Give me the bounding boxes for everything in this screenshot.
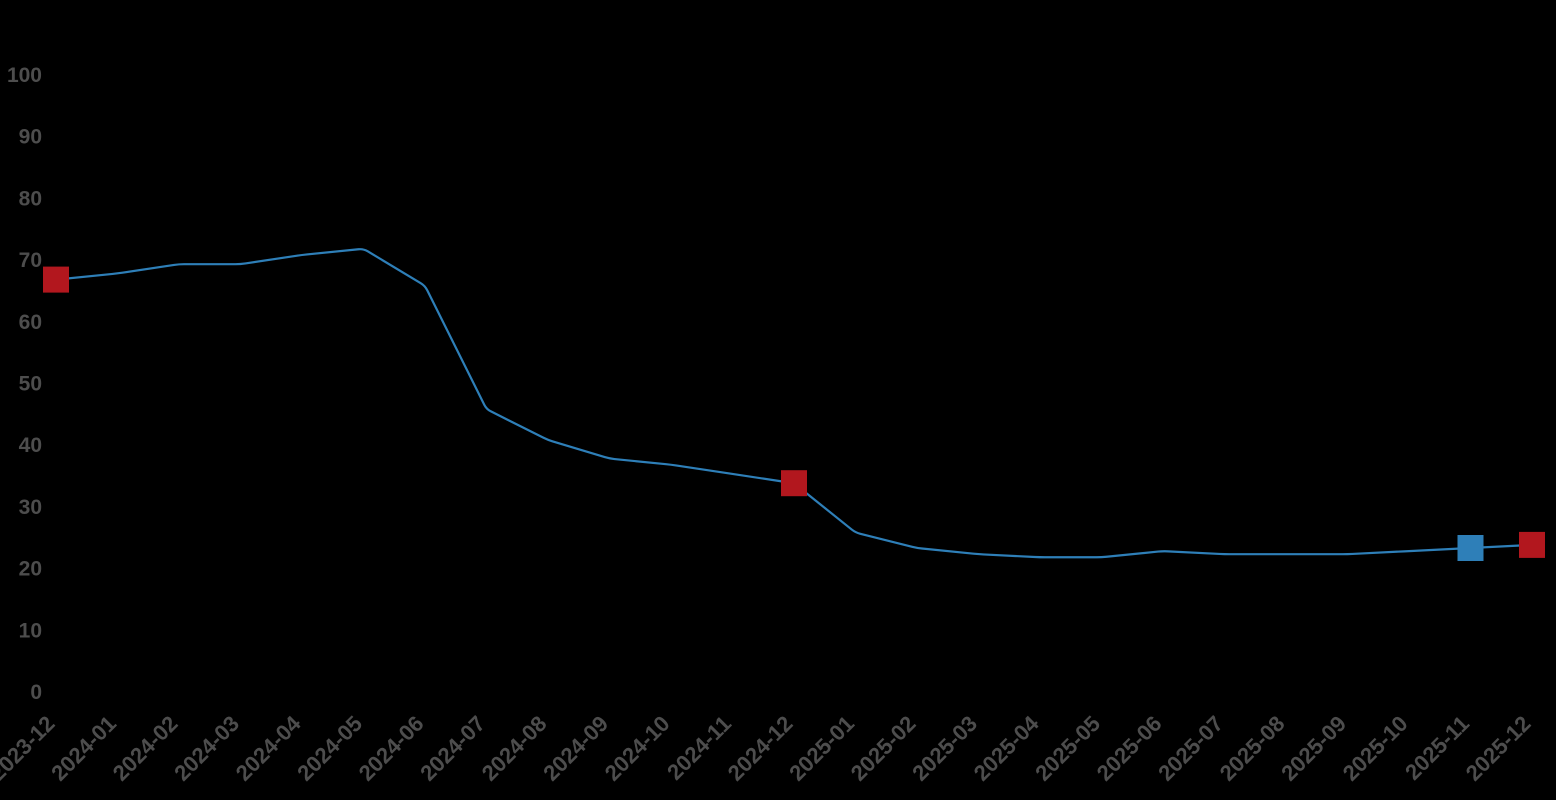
svg-text:2024-07: 2024-07	[415, 711, 490, 786]
svg-text:2024-02: 2024-02	[108, 711, 183, 786]
svg-text:2024-10: 2024-10	[600, 711, 675, 786]
svg-text:30: 30	[19, 496, 42, 519]
svg-text:2024-09: 2024-09	[538, 711, 613, 786]
svg-text:2023-12: 2023-12	[0, 711, 60, 786]
svg-text:2025-07: 2025-07	[1153, 711, 1228, 786]
svg-text:90: 90	[19, 126, 42, 149]
svg-text:80: 80	[19, 187, 42, 210]
svg-text:2024-11: 2024-11	[662, 711, 736, 785]
svg-text:100: 100	[7, 64, 42, 87]
svg-text:2024-08: 2024-08	[477, 711, 552, 786]
svg-text:2025-05: 2025-05	[1030, 711, 1105, 786]
svg-text:2025-02: 2025-02	[846, 711, 921, 786]
svg-text:2025-03: 2025-03	[907, 711, 982, 786]
svg-text:50: 50	[19, 373, 42, 396]
svg-text:2025-11: 2025-11	[1400, 711, 1474, 785]
svg-text:2024-12: 2024-12	[723, 711, 798, 786]
svg-text:2024-03: 2024-03	[169, 711, 244, 786]
svg-text:2025-09: 2025-09	[1276, 711, 1351, 786]
svg-text:2025-08: 2025-08	[1215, 711, 1290, 786]
svg-text:20: 20	[19, 558, 42, 581]
svg-text:2024-04: 2024-04	[231, 710, 306, 785]
svg-text:40: 40	[19, 434, 42, 457]
svg-text:2025-12: 2025-12	[1461, 711, 1536, 786]
svg-text:2025-04: 2025-04	[969, 710, 1044, 785]
svg-text:10: 10	[19, 619, 42, 642]
svg-text:0: 0	[30, 681, 42, 704]
svg-text:2025-06: 2025-06	[1092, 711, 1167, 786]
svg-text:60: 60	[19, 311, 42, 334]
svg-text:2024-06: 2024-06	[354, 711, 429, 786]
svg-text:2024-01: 2024-01	[46, 711, 121, 786]
svg-text:2025-10: 2025-10	[1338, 711, 1413, 786]
svg-text:2025-01: 2025-01	[784, 711, 859, 786]
svg-text:2024-05: 2024-05	[292, 711, 367, 786]
svg-text:70: 70	[19, 249, 42, 272]
